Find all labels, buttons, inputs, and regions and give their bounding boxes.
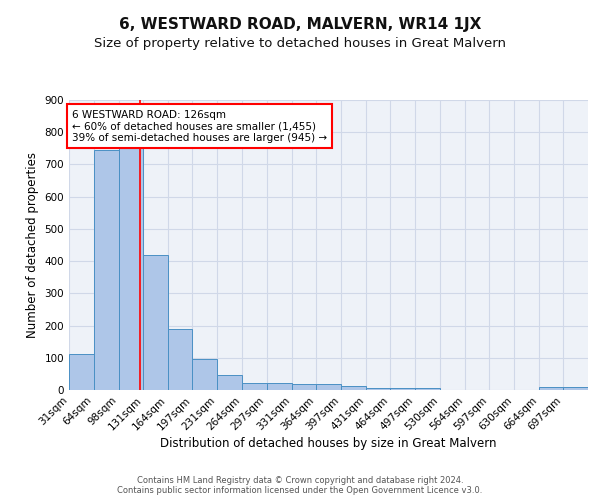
Bar: [539, 387, 563, 390]
Bar: [266, 383, 292, 390]
Bar: [563, 387, 588, 390]
Bar: [192, 359, 217, 390]
Bar: [242, 383, 266, 390]
Bar: [415, 388, 440, 390]
Bar: [341, 386, 366, 390]
Bar: [366, 388, 391, 390]
Bar: [94, 150, 119, 390]
Bar: [119, 148, 143, 390]
Bar: [168, 329, 192, 390]
X-axis label: Distribution of detached houses by size in Great Malvern: Distribution of detached houses by size …: [160, 438, 497, 450]
Bar: [316, 384, 341, 390]
Text: Size of property relative to detached houses in Great Malvern: Size of property relative to detached ho…: [94, 38, 506, 51]
Bar: [391, 388, 415, 390]
Y-axis label: Number of detached properties: Number of detached properties: [26, 152, 39, 338]
Text: Contains HM Land Registry data © Crown copyright and database right 2024.
Contai: Contains HM Land Registry data © Crown c…: [118, 476, 482, 495]
Bar: [217, 375, 242, 390]
Bar: [143, 254, 168, 390]
Bar: [292, 384, 316, 390]
Bar: [69, 354, 94, 390]
Text: 6, WESTWARD ROAD, MALVERN, WR14 1JX: 6, WESTWARD ROAD, MALVERN, WR14 1JX: [119, 18, 481, 32]
Text: 6 WESTWARD ROAD: 126sqm
← 60% of detached houses are smaller (1,455)
39% of semi: 6 WESTWARD ROAD: 126sqm ← 60% of detache…: [72, 110, 327, 143]
